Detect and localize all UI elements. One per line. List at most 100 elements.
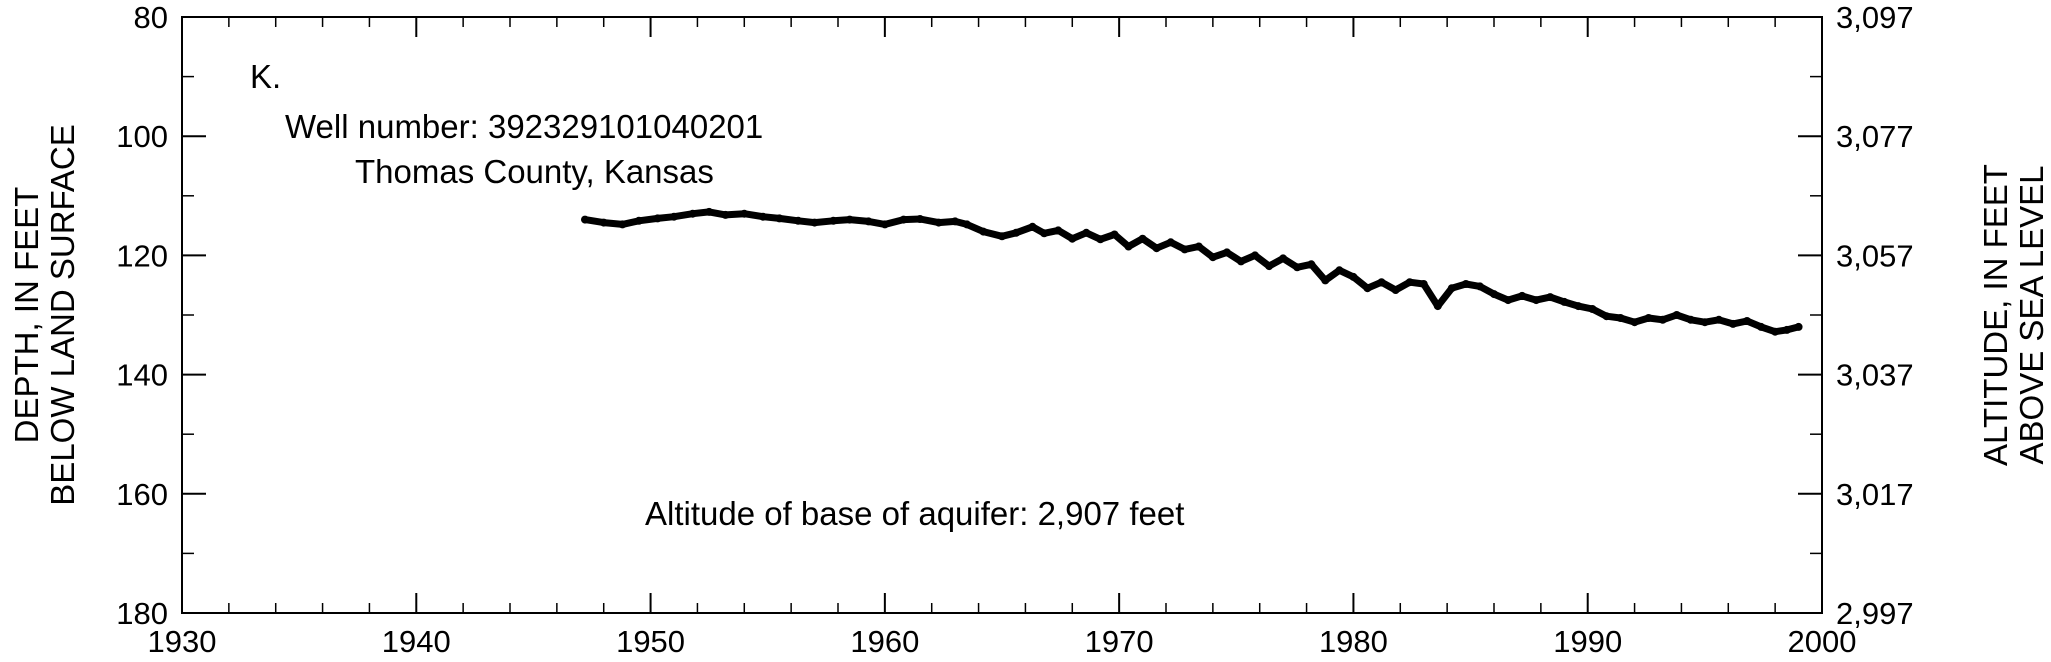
y-tick-label: 160 — [116, 477, 168, 512]
water-level-point — [829, 216, 838, 225]
y-tick-label: 140 — [116, 358, 168, 393]
water-level-point — [998, 232, 1006, 241]
water-level-point — [1307, 260, 1316, 269]
water-level-point — [1349, 272, 1358, 281]
water-level-point — [1419, 280, 1428, 288]
y2-axis-title-line1: ALTITUDE, IN FEET — [1977, 164, 2014, 466]
water-level-point — [581, 215, 589, 224]
water-level-point — [1138, 234, 1147, 243]
water-level-point — [979, 227, 988, 236]
aquifer-base-annotation: Altitude of base of aquifer: 2,907 feet — [645, 495, 1184, 532]
water-level-point — [934, 218, 943, 227]
water-level-point — [1490, 290, 1498, 299]
y-tick-label: 80 — [134, 0, 168, 35]
water-level-point — [810, 218, 819, 227]
water-level-point — [1743, 317, 1751, 325]
county-annotation: Thomas County, Kansas — [355, 153, 714, 190]
water-level-point — [1321, 276, 1330, 285]
water-level-line — [581, 208, 1803, 336]
well-number-annotation: Well number: 392329101040201 — [285, 108, 763, 145]
water-level-point — [1028, 222, 1037, 231]
water-level-point — [1560, 297, 1569, 306]
x-tick-labels: 1930 1940 1950 1960 1970 1980 1990 2000 — [148, 624, 1857, 659]
water-level-point — [1251, 251, 1259, 260]
water-level-point — [1782, 325, 1791, 334]
water-level-point — [1054, 226, 1063, 235]
water-level-point — [775, 214, 784, 223]
y2-tick-label: 3,097 — [1836, 0, 1914, 35]
water-level-point — [1012, 228, 1021, 237]
water-level-point — [794, 216, 803, 225]
water-level-point — [1082, 228, 1091, 237]
water-level-point — [705, 207, 714, 216]
y-tick-label: 120 — [116, 238, 168, 273]
y2-tick-labels: 3,097 3,077 3,057 3,037 3,017 2,997 — [1836, 0, 1914, 631]
water-level-point — [1152, 244, 1161, 253]
plot-frame — [181, 16, 1823, 614]
water-level-point — [688, 209, 697, 218]
water-level-point — [1237, 257, 1245, 266]
x-tick-label: 1960 — [850, 624, 919, 659]
y-axis-title-line1: DEPTH, IN FEET — [8, 187, 45, 444]
x-tick-label: 1950 — [616, 624, 685, 659]
y2-tick-label: 3,057 — [1836, 238, 1914, 273]
water-level-point — [1040, 229, 1049, 238]
water-level-point — [880, 220, 889, 229]
water-level-point — [1658, 315, 1667, 324]
water-level-point — [1546, 293, 1555, 302]
water-level-point — [1616, 314, 1625, 322]
water-level-point — [1588, 305, 1597, 313]
water-level-point — [1532, 296, 1541, 305]
water-level-point — [1447, 284, 1456, 293]
water-level-point — [721, 210, 730, 219]
x-tick-label: 1940 — [382, 624, 451, 659]
y-tick-label: 100 — [116, 119, 168, 154]
y2-tick-label: 3,077 — [1836, 119, 1914, 154]
water-level-point — [1794, 322, 1803, 331]
water-level-point — [759, 212, 767, 221]
x-tick-label: 1990 — [1553, 624, 1622, 659]
water-level-point — [1574, 302, 1583, 311]
water-level-point — [1096, 235, 1105, 244]
water-level-point — [670, 212, 678, 221]
water-level-point — [618, 220, 627, 229]
water-level-point — [1686, 315, 1695, 324]
water-level-point — [1729, 319, 1737, 328]
water-level-point — [916, 215, 924, 223]
y-tick-label: 180 — [116, 596, 168, 631]
water-level-point — [1363, 284, 1372, 293]
y-axis-title-line2: BELOW LAND SURFACE — [44, 124, 81, 505]
water-level-series — [581, 207, 1803, 336]
water-level-point — [1644, 314, 1653, 322]
water-level-point — [1700, 318, 1709, 327]
water-level-point — [1771, 327, 1780, 336]
y2-axis-title-line2: ABOVE SEA LEVEL — [2013, 166, 2050, 465]
water-level-point — [1630, 318, 1639, 327]
water-level-point — [1461, 280, 1470, 288]
water-level-point — [1602, 312, 1611, 321]
water-level-point — [1672, 311, 1681, 319]
water-level-point — [1757, 322, 1766, 331]
water-level-point — [599, 218, 608, 227]
y2-tick-label: 3,017 — [1836, 477, 1914, 512]
x-tick-label: 1980 — [1319, 624, 1388, 659]
water-level-point — [1180, 245, 1189, 254]
water-level-point — [1194, 242, 1203, 251]
water-level-point — [899, 215, 908, 224]
water-level-point — [1518, 291, 1527, 300]
water-level-point — [1124, 242, 1133, 251]
water-level-point — [653, 214, 662, 223]
panel-label: K. — [250, 58, 281, 95]
water-level-point — [1405, 278, 1414, 287]
water-level-point — [864, 217, 873, 226]
water-level-point — [1504, 296, 1513, 305]
x-tick-label: 1970 — [1085, 624, 1154, 659]
water-level-point — [1293, 263, 1302, 272]
y2-tick-label: 2,997 — [1836, 596, 1914, 631]
water-level-point — [1377, 278, 1386, 287]
water-level-point — [1222, 248, 1231, 257]
water-level-point — [1279, 254, 1288, 263]
y-tick-labels: 80 100 120 140 160 180 — [116, 0, 168, 631]
water-level-point — [1166, 238, 1175, 247]
